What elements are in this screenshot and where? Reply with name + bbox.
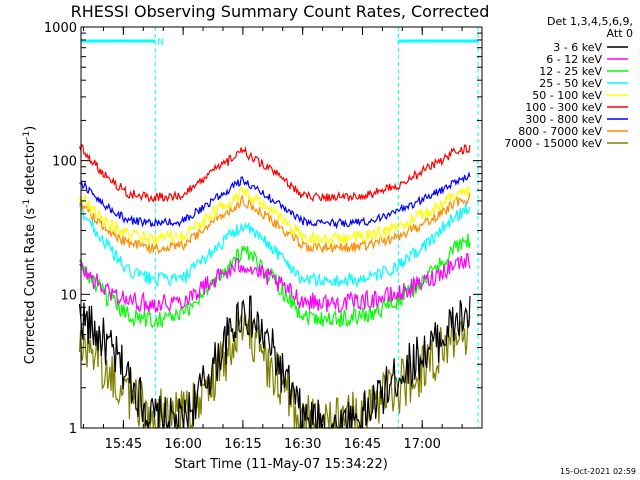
legend-header-line-2: Att 0 <box>607 27 633 40</box>
legend-label: 800 - 7000 keV <box>518 125 602 138</box>
axes: 15:45 16:00 16:15 16:30 16:45 17:00 1 10 100 1000 <box>44 21 482 452</box>
footer-timestamp: 15-Oct-2021 02:59 <box>560 467 636 476</box>
x-tick-label: 16:00 <box>164 437 201 452</box>
legend-label: 25 - 50 keV <box>539 77 602 90</box>
legend-label: 3 - 6 keV <box>553 41 602 54</box>
x-tick-label: 17:00 <box>403 437 440 452</box>
y-tick-label: 1000 <box>44 21 77 36</box>
legend-label: 50 - 100 keV <box>532 89 602 102</box>
y-tick-label: 1 <box>69 422 77 437</box>
x-tick-label: 16:15 <box>224 437 261 452</box>
legend-label: 300 - 800 keV <box>525 113 602 126</box>
y-tick-label: 10 <box>60 288 77 303</box>
x-tick-label: 16:30 <box>284 437 321 452</box>
x-tick-label: 16:45 <box>344 437 381 452</box>
y-axis-label-superscript-2: -1 <box>22 131 32 140</box>
y-axis-label: Corrected Count Rate (s-1 detector-1) <box>22 126 38 364</box>
series-line <box>79 192 471 255</box>
legend-label: 12 - 25 keV <box>539 65 602 78</box>
y-axis-label-part-1: Corrected Count Rate (s <box>23 208 38 365</box>
series-line <box>78 202 471 289</box>
series-line <box>78 185 471 247</box>
x-tick-label: 15:45 <box>105 437 142 452</box>
flag-label: N <box>157 38 164 48</box>
series-line <box>79 171 471 230</box>
chart-title: RHESSI Observing Summary Count Rates, Co… <box>71 2 490 21</box>
plot-frame <box>80 26 483 429</box>
legend-header-line-1: Det 1,3,4,5,6,9, <box>547 15 633 28</box>
series-line <box>78 144 471 203</box>
y-axis-label-part-2: detector <box>23 139 38 199</box>
legend-label: 6 - 12 keV <box>546 53 602 66</box>
y-axis-label-superscript-1: -1 <box>22 199 32 208</box>
x-axis-label: Start Time (11-May-07 15:34:22) <box>174 457 388 472</box>
series-line <box>79 252 471 314</box>
y-tick-label: 100 <box>52 155 77 170</box>
series-line <box>78 295 471 430</box>
legend-label: 100 - 300 keV <box>525 101 602 114</box>
y-axis-label-part-3: ) <box>23 126 38 131</box>
legend-label: 7000 - 15000 keV <box>504 137 602 150</box>
